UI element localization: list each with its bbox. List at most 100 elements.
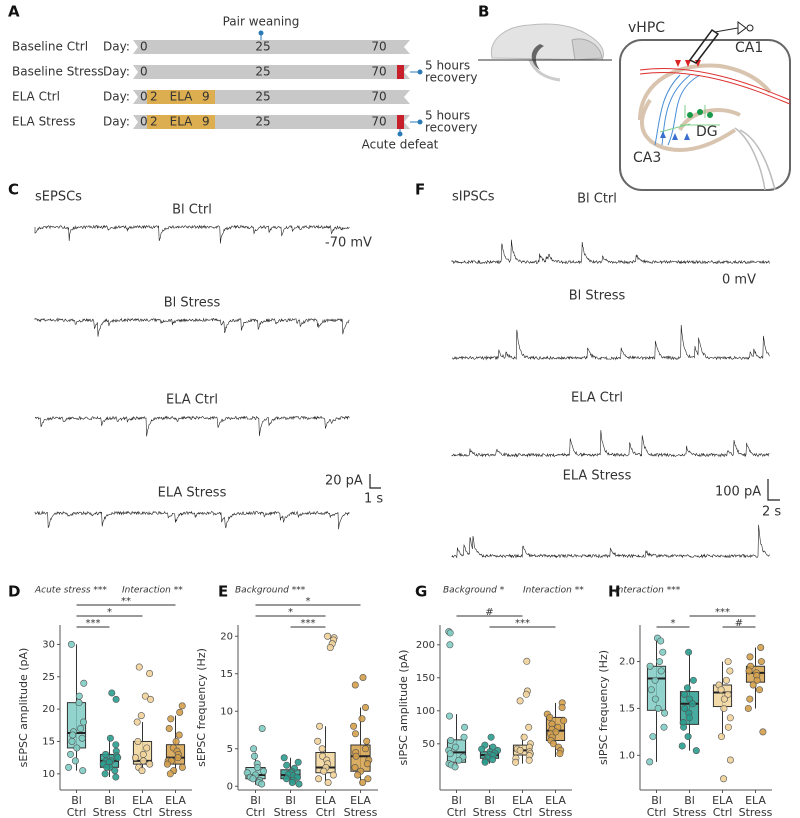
- hippocampus-schematic: [619, 21, 791, 191]
- data-point: [359, 673, 367, 681]
- data-point: [651, 676, 659, 684]
- significance-label: *: [671, 618, 676, 629]
- data-point: [143, 744, 151, 752]
- x-tick-label: Ctrl: [647, 806, 667, 818]
- y-axis-label: sEPSC frequency (Hz): [195, 648, 208, 767]
- data-point: [351, 681, 359, 689]
- panel-label: E: [218, 583, 228, 601]
- x-tick-label: Ctrl: [713, 806, 733, 818]
- significance-label: ***: [715, 607, 730, 618]
- data-point: [460, 733, 468, 741]
- trace-title: Bl Ctrl: [577, 192, 617, 207]
- data-point: [720, 775, 728, 783]
- data-point: [446, 641, 454, 649]
- x-tick-label: Ctrl: [513, 806, 533, 818]
- x-tick-label: Stress: [473, 806, 507, 818]
- data-point: [488, 756, 496, 764]
- data-point: [137, 712, 145, 720]
- data-point: [359, 778, 367, 786]
- y-tick-label: 30: [42, 639, 55, 650]
- data-point: [684, 733, 692, 741]
- data-point: [326, 643, 334, 651]
- data-point: [320, 767, 328, 775]
- data-point: [80, 718, 88, 726]
- y-tick-label: 50: [422, 739, 435, 750]
- data-point: [516, 746, 524, 754]
- x-tick-label: Bl: [684, 794, 695, 807]
- data-point: [254, 763, 262, 771]
- region-label: CA1: [735, 40, 763, 56]
- data-point: [283, 761, 291, 769]
- data-point: [512, 758, 520, 766]
- y-tick-label: 10: [42, 769, 55, 780]
- data-point: [654, 704, 662, 712]
- data-point: [657, 637, 665, 645]
- panel-label: H: [608, 583, 621, 601]
- data-point: [68, 737, 76, 745]
- data-point: [744, 704, 752, 712]
- day: 70: [371, 65, 386, 79]
- data-point: [556, 750, 564, 758]
- box: [679, 691, 700, 725]
- significance-label: ***: [86, 618, 101, 629]
- data-point: [455, 756, 463, 764]
- ela-label: ELA: [170, 115, 194, 129]
- x-tick-label: ELA: [745, 794, 766, 807]
- data-point: [749, 681, 757, 689]
- scale-label: 1 s: [364, 492, 383, 507]
- x-tick-label: Bl: [104, 794, 115, 807]
- trace: [34, 415, 350, 437]
- panel-label: F: [415, 181, 425, 199]
- panel-title: sEPSCs: [35, 190, 82, 205]
- significance-label: *: [306, 596, 311, 607]
- data-point: [172, 737, 180, 745]
- x-tick-label: Ctrl: [246, 806, 266, 818]
- data-point: [446, 750, 454, 758]
- data-point: [683, 684, 691, 692]
- data-point: [546, 713, 554, 721]
- row-label: Baseline Ctrl: [12, 40, 88, 54]
- data-point: [680, 690, 688, 698]
- data-point: [724, 658, 732, 666]
- data-point: [79, 767, 87, 775]
- x-tick-label: ELA: [545, 794, 566, 807]
- x-tick-label: Stress: [93, 806, 127, 818]
- data-point: [350, 722, 358, 730]
- x-tick-label: Ctrl: [447, 806, 467, 818]
- day: 25: [255, 40, 270, 54]
- data-point: [647, 686, 655, 694]
- data-point: [685, 648, 693, 656]
- x-tick-label: ELA: [712, 794, 733, 807]
- defeat-block: [397, 115, 404, 129]
- significance-label: #: [485, 607, 493, 618]
- significance-label: #: [735, 618, 743, 629]
- day: 0: [140, 115, 148, 129]
- data-point: [315, 775, 323, 783]
- scale-label: 100 pA: [715, 485, 761, 500]
- data-point: [165, 725, 173, 733]
- data-point: [685, 714, 693, 722]
- data-point: [520, 733, 528, 741]
- region-label: DG: [696, 124, 718, 140]
- data-point: [717, 733, 725, 741]
- data-point: [655, 658, 663, 666]
- data-point: [746, 695, 754, 703]
- data-point: [133, 718, 141, 726]
- data-point: [724, 723, 732, 731]
- data-point: [351, 730, 359, 738]
- trace-title: Bl Stress: [164, 296, 221, 311]
- data-point: [720, 695, 728, 703]
- data-point: [77, 725, 85, 733]
- data-point: [135, 663, 143, 671]
- data-point: [112, 773, 120, 781]
- data-point: [525, 756, 533, 764]
- ela-label: ELA: [170, 90, 194, 104]
- trace: [451, 524, 770, 559]
- day: 2: [150, 115, 158, 129]
- data-point: [282, 775, 290, 783]
- data-point: [689, 676, 697, 684]
- data-point: [103, 763, 111, 771]
- region-label: CA3: [633, 150, 661, 166]
- data-point: [558, 703, 566, 711]
- marker-dot: [397, 131, 403, 137]
